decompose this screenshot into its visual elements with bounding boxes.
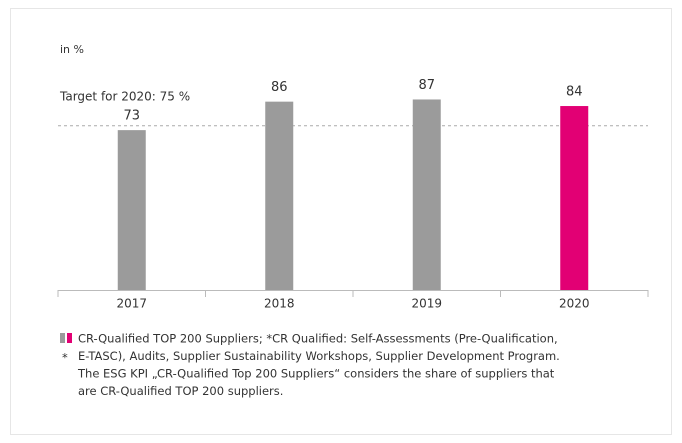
bar: [265, 101, 294, 290]
target-label: Target for 2020: 75 %: [59, 90, 190, 104]
value-label: 73: [123, 109, 140, 124]
legend-swatch: [67, 333, 72, 343]
bar: [412, 99, 441, 290]
legend-swatch: [60, 333, 65, 343]
bar: [560, 106, 589, 290]
x-tick-label: 2020: [559, 297, 590, 311]
legend-text: CR-Qualified TOP 200 Suppliers; *CR Qual…: [78, 332, 558, 346]
x-tick-label: 2019: [411, 297, 442, 311]
value-label: 86: [271, 80, 288, 95]
x-tick-label: 2018: [264, 297, 295, 311]
legend-text: E-TASC), Audits, Supplier Sustainability…: [78, 349, 560, 363]
value-label: 84: [566, 85, 583, 100]
bar: [117, 130, 146, 290]
x-tick-label: 2017: [116, 297, 147, 311]
value-label: 87: [418, 78, 435, 93]
legend-text: The ESG KPI „CR-Qualified Top 200 Suppli…: [77, 367, 555, 381]
legend-text: are CR-Qualified TOP 200 suppliers.: [78, 384, 283, 398]
unit-label: in %: [60, 43, 84, 56]
footnote-marker: *: [62, 351, 68, 365]
